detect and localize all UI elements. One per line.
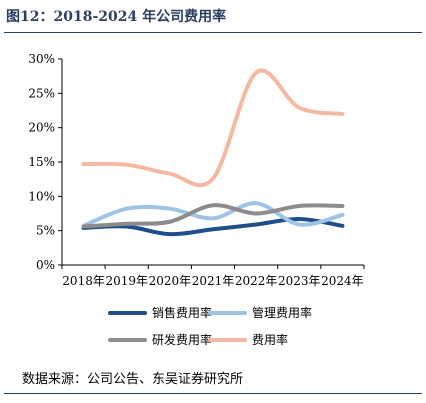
y-tick-label: 20%: [28, 121, 55, 135]
x-tick-label: 2024年: [321, 274, 364, 288]
legend-label: 销售费用率: [152, 305, 212, 320]
y-tick-label: 15%: [28, 155, 55, 169]
y-tick-label: 30%: [28, 52, 55, 66]
x-tick-label: 2022年: [235, 274, 278, 288]
x-tick-label: 2020年: [149, 274, 192, 288]
y-tick-label: 10%: [28, 189, 55, 203]
x-tick-label: 2021年: [192, 274, 235, 288]
y-tick-label: 5%: [36, 224, 55, 238]
chart-title: 图12：2018-2024 年公司费用率: [6, 9, 227, 25]
series-lines: [81, 68, 345, 237]
series-line: [81, 68, 345, 188]
series-line: [81, 201, 345, 228]
legend-label: 研发费用率: [152, 332, 212, 347]
footer-divider: [4, 393, 422, 394]
x-tick-label: 2019年: [105, 274, 148, 288]
legend-label: 管理费用率: [252, 305, 312, 320]
series-line: [81, 216, 345, 237]
x-tick-label: 2018年: [62, 274, 105, 288]
axes: 0%5%10%15%20%25%30%2018年 2019年 2020年 2021年 2…: [28, 52, 365, 288]
y-tick-label: 0%: [36, 258, 55, 272]
legend-label: 费用率: [252, 332, 288, 347]
x-tick-label: 2023年: [278, 274, 321, 288]
series-line: [81, 203, 345, 229]
title-divider: [4, 32, 422, 33]
data-source: 数据来源：公司公告、东吴证券研究所: [22, 372, 244, 387]
y-tick-label: 25%: [28, 86, 55, 100]
